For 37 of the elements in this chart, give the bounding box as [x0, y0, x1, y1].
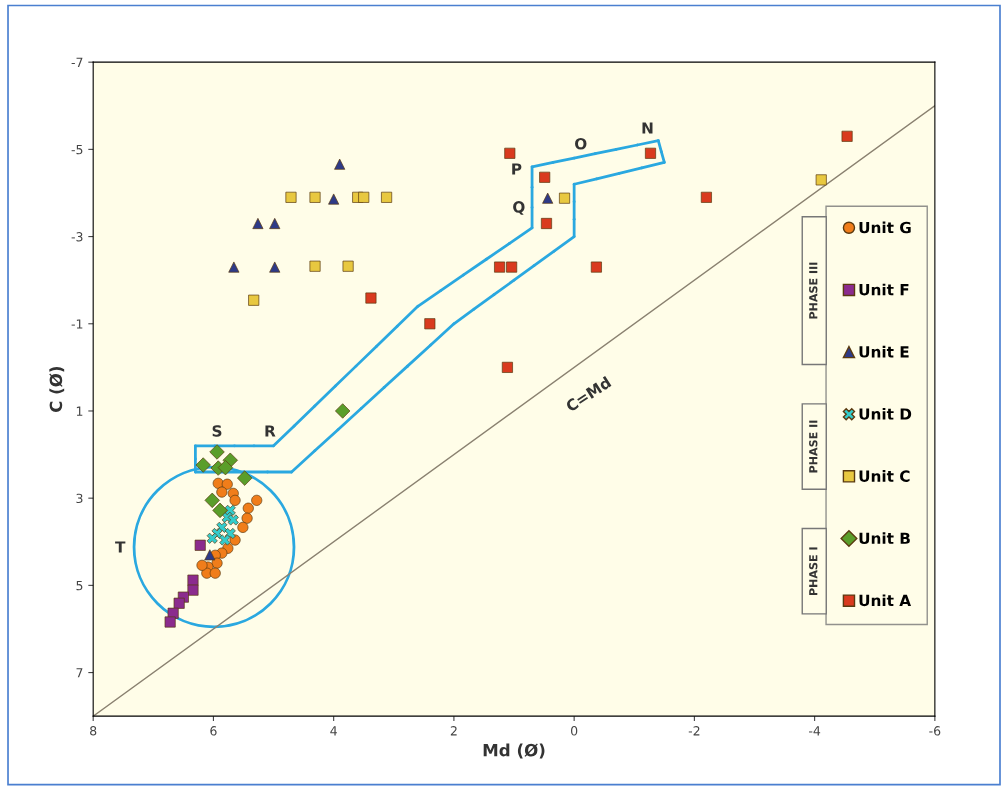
- annotation: Q: [513, 201, 525, 215]
- annotation: O: [575, 137, 587, 150]
- point: [217, 460, 234, 476]
- annotation: P: [512, 163, 522, 175]
- y-tick-label: -1: [71, 319, 83, 329]
- x-tick-label: 8: [90, 726, 97, 736]
- legend-label: Unit G: [859, 221, 911, 234]
- x-tick-label: 0: [570, 726, 578, 736]
- x-tick-label: 4: [330, 726, 337, 736]
- legend-label: Unit E: [859, 345, 909, 358]
- y-axis-title: C (Ø): [49, 366, 65, 413]
- x-tick-label: 2: [450, 726, 457, 736]
- point: [209, 444, 225, 460]
- y-tick-label: -3: [71, 232, 83, 242]
- annotation: T: [115, 541, 126, 553]
- annotation: S: [212, 425, 222, 437]
- annotation: R: [265, 425, 276, 437]
- legend-label: Unit A: [859, 594, 912, 607]
- y-tick-label: -5: [71, 145, 83, 155]
- annotation: PHASE I: [809, 547, 818, 596]
- y-tick-label: 1: [76, 406, 83, 416]
- y-tick-label: 7: [76, 668, 83, 678]
- legend-label: Unit F: [859, 283, 909, 296]
- y-tick-label: 3: [76, 493, 83, 504]
- x-tick-label: -4: [809, 726, 821, 736]
- legend-label: Unit C: [859, 470, 910, 482]
- x-tick-label: 6: [210, 726, 217, 736]
- annotation: PHASE II: [809, 420, 818, 473]
- legend-label: Unit B: [859, 532, 910, 545]
- y-tick-label: -7: [71, 57, 83, 67]
- annotation: N: [642, 122, 653, 134]
- x-axis-title: Md (Ø): [483, 743, 545, 759]
- x-tick-label: -2: [688, 726, 700, 736]
- y-tick-label: 5: [76, 581, 83, 591]
- x-tick-label: -6: [929, 726, 941, 736]
- annotation: PHASE III: [809, 262, 818, 319]
- legend-label: Unit D: [859, 407, 912, 420]
